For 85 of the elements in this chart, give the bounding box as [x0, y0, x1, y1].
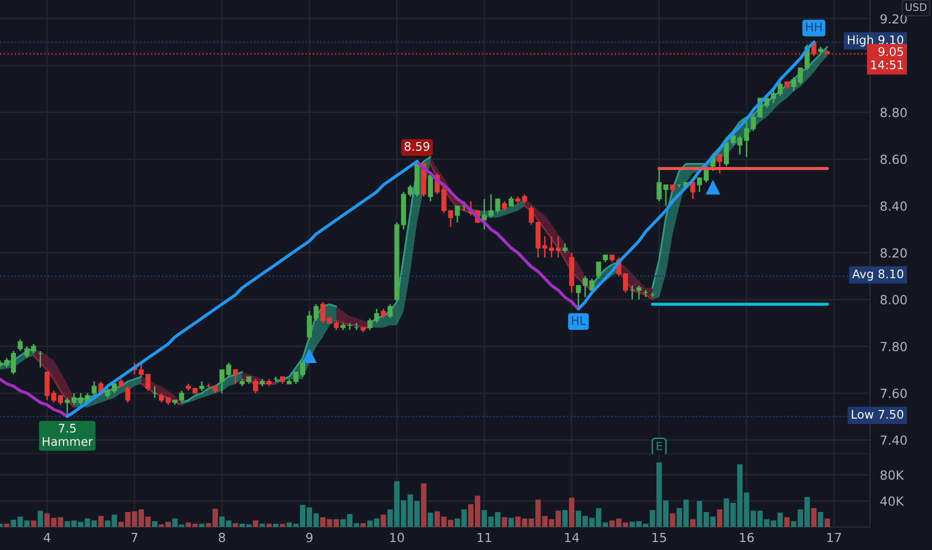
candlestick: [380, 308, 386, 319]
bar: [421, 483, 426, 527]
bar: [199, 524, 204, 527]
candlestick: [388, 304, 393, 319]
x-tick-label: 8: [218, 532, 226, 542]
x-tick-label: 4: [44, 532, 50, 542]
bar: [569, 498, 574, 527]
candlestick: [125, 385, 130, 404]
data-label: HH: [806, 22, 822, 32]
y-tick-label: 9.20: [880, 14, 907, 24]
candlestick: [253, 378, 258, 394]
candlestick: [10, 350, 16, 376]
bar: [266, 524, 272, 527]
bar: [152, 521, 158, 527]
ref-line-label: 9.05 14:51: [871, 47, 903, 70]
annotation: E: [656, 442, 662, 450]
candlestick: [690, 182, 696, 200]
candlestick: [589, 278, 594, 294]
bar: [670, 513, 676, 527]
x-tick-label: 16: [740, 532, 754, 542]
bar: [824, 518, 830, 527]
candlestick: [656, 168, 662, 202]
ref-line-label: Avg 8.10: [852, 269, 904, 281]
x-tick-label: 7: [132, 532, 138, 542]
bar: [562, 510, 568, 527]
candlestick: [636, 284, 642, 300]
data-label: 7.5 Hammer: [42, 424, 93, 446]
bar: [98, 516, 104, 527]
candlestick: [663, 184, 668, 207]
y-axis-title: USD: [906, 3, 927, 12]
y-tick-label: 8.60: [880, 154, 907, 164]
data-label: HL: [572, 316, 586, 325]
candlestick: [502, 200, 507, 212]
candlestick: [428, 172, 433, 202]
bar: [38, 510, 44, 527]
bar: [716, 509, 722, 527]
bar: [30, 520, 36, 527]
y-tick-label: 80K: [880, 470, 904, 480]
bar: [818, 512, 824, 527]
y-tick-label: 8.00: [880, 295, 907, 304]
candlestick: [232, 369, 238, 384]
candlestick: [334, 320, 339, 331]
x-tick-label: 14: [565, 532, 579, 542]
candlestick: [18, 338, 23, 352]
x-tick-label: 9: [306, 532, 312, 542]
candlestick: [596, 261, 602, 280]
candlestick: [92, 380, 97, 396]
bar: [260, 524, 265, 527]
bar: [811, 508, 817, 527]
candlestick: [4, 357, 10, 368]
x-tick-label: 11: [478, 532, 492, 542]
y-tick-label: 8.20: [880, 248, 907, 258]
bar: [508, 518, 514, 527]
candlestick: [105, 388, 110, 399]
y-tick-label: 8.40: [880, 201, 907, 211]
y-tick-label: 7.60: [880, 388, 907, 398]
candlestick: [454, 205, 460, 224]
bar: [502, 517, 508, 527]
bar: [784, 517, 790, 527]
x-tick-label: 15: [652, 532, 666, 542]
candlestick: [44, 371, 50, 401]
candlestick: [556, 236, 561, 258]
y-tick-label: 7.80: [880, 342, 907, 352]
x-tick-label: 17: [827, 532, 841, 542]
bar: [428, 512, 434, 527]
candlestick: [145, 374, 150, 392]
y-tick-label: 40K: [880, 496, 904, 506]
candlestick: [508, 196, 514, 207]
bar: [280, 524, 286, 527]
data-label: 8.59: [404, 142, 430, 151]
candlestick: [791, 76, 796, 92]
candlestick: [199, 380, 204, 392]
bar: [360, 523, 366, 527]
bar: [273, 524, 278, 527]
candlestick: [562, 242, 568, 254]
bar: [232, 523, 238, 527]
bar: [380, 514, 386, 527]
candlestick: [717, 154, 722, 174]
bar: [252, 520, 258, 527]
ref-line-label: High 9.10: [848, 35, 904, 47]
x-tick-label: 10: [390, 532, 404, 542]
y-tick-label: 7.40: [880, 435, 907, 445]
ref-line-label: Low 7.50: [852, 410, 904, 419]
y-tick-label: 8.80: [880, 108, 907, 118]
bar: [690, 519, 696, 527]
